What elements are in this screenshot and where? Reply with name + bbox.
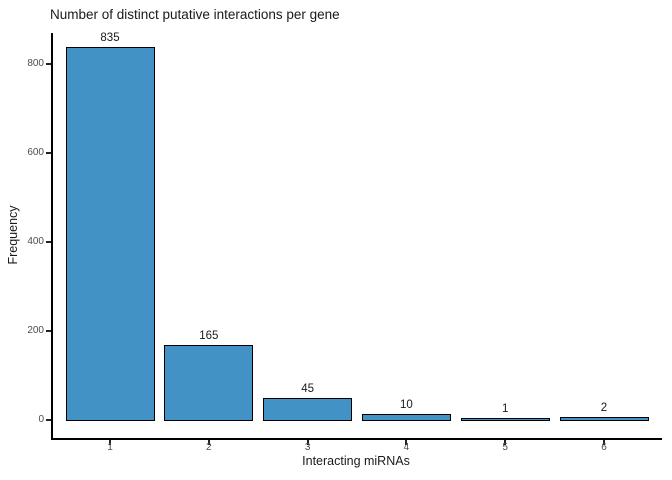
y-tick-label: 400 [27,235,44,247]
x-tick-mark [405,440,408,445]
x-tick-mark [603,440,605,445]
y-tick-label: 200 [27,324,44,336]
x-tick-mark [207,440,210,445]
y-tick-mark [46,329,51,332]
y-tick-label: 0 [38,413,44,425]
x-tick-label: 2 [206,442,212,453]
bar-value-label: 2 [600,402,608,415]
plot-area [51,33,662,440]
bar [65,46,155,421]
bar-value-label: 10 [399,398,413,411]
bar [164,344,254,421]
bar [460,417,550,421]
y-tick-mark [46,151,51,154]
x-tick-label: 5 [502,442,508,453]
y-tick-mark [46,418,51,421]
y-tick-mark [46,62,51,65]
bar [559,417,649,421]
bar [263,397,353,421]
bar-value-label: 45 [301,382,314,395]
bar [361,413,451,421]
y-tick-label: 800 [27,57,44,69]
x-tick-mark [306,440,309,445]
bar-value-label: 165 [199,329,219,342]
x-tick-label: 3 [304,442,311,453]
chart-title: Number of distinct putative interactions… [50,7,340,22]
bar-value-label: 1 [501,402,509,415]
y-tick-mark [46,240,51,243]
x-tick-mark [109,440,111,445]
x-tick-label: 1 [107,442,113,453]
x-tick-label: 4 [403,442,410,453]
x-tick-mark [504,440,507,445]
x-axis-label: Interacting miRNAs [302,454,410,468]
bar-value-label: 835 [100,31,120,44]
y-tick-label: 600 [27,146,44,158]
x-tick-label: 6 [601,442,607,453]
